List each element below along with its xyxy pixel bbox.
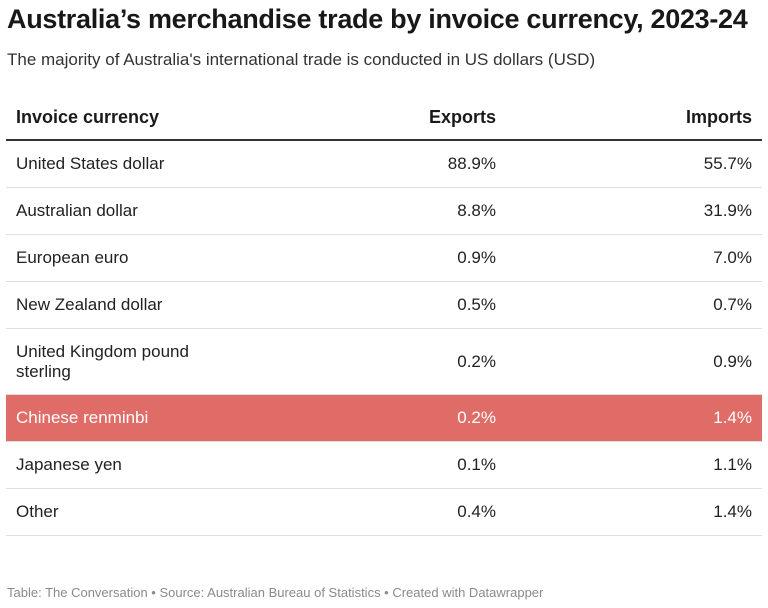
imports-cell: 1.4%: [506, 488, 762, 536]
chart-title: Australia’s merchandise trade by invoice…: [7, 4, 748, 34]
exports-cell: 0.2%: [306, 394, 506, 442]
imports-cell: 1.1%: [506, 441, 762, 489]
currency-cell: Japanese yen: [16, 455, 122, 474]
table-row: United States dollar 88.9% 55.7%: [6, 140, 762, 188]
exports-cell: 0.4%: [306, 488, 506, 536]
exports-cell: 0.1%: [306, 441, 506, 489]
column-header-currency[interactable]: Invoice currency: [6, 95, 306, 141]
imports-cell: 1.4%: [506, 394, 762, 442]
table-row: Other 0.4% 1.4%: [6, 488, 762, 536]
currency-cell: United States dollar: [16, 154, 165, 173]
column-header-imports[interactable]: Imports: [506, 95, 762, 141]
highlighted-table-row: Chinese renminbi 0.2% 1.4%: [6, 394, 762, 442]
currency-cell: Other: [16, 502, 59, 521]
imports-cell: 7.0%: [506, 234, 762, 282]
table-header: Invoice currency Exports Imports: [6, 95, 762, 141]
currency-cell: Australian dollar: [16, 201, 138, 220]
imports-cell: 31.9%: [506, 187, 762, 235]
chart-subtitle: The majority of Australia's internationa…: [7, 50, 596, 69]
exports-cell: 88.9%: [306, 140, 506, 188]
imports-cell: 0.9%: [506, 328, 762, 395]
currency-table: Invoice currency Exports Imports United …: [6, 95, 762, 536]
table-row: United Kingdom pound sterling 0.2% 0.9%: [6, 328, 762, 395]
currency-cell: European euro: [16, 248, 129, 267]
exports-cell: 0.5%: [306, 281, 506, 329]
imports-cell: 0.7%: [506, 281, 762, 329]
currency-cell: Chinese renminbi: [16, 408, 149, 427]
exports-cell: 0.2%: [306, 328, 506, 395]
table-body: United States dollar 88.9% 55.7% Austral…: [6, 140, 762, 536]
header-row: Invoice currency Exports Imports: [6, 95, 762, 141]
table-row: Australian dollar 8.8% 31.9%: [6, 187, 762, 235]
currency-cell: United Kingdom pound sterling: [16, 341, 189, 381]
exports-cell: 0.9%: [306, 234, 506, 282]
table-row: Japanese yen 0.1% 1.1%: [6, 441, 762, 489]
exports-cell: 8.8%: [306, 187, 506, 235]
table-row: European euro 0.9% 7.0%: [6, 234, 762, 282]
imports-cell: 55.7%: [506, 140, 762, 188]
chart-footer: Table: The Conversation • Source: Austra…: [7, 585, 544, 600]
column-header-exports[interactable]: Exports: [306, 95, 506, 141]
table-row: New Zealand dollar 0.5% 0.7%: [6, 281, 762, 329]
currency-cell: New Zealand dollar: [16, 295, 163, 314]
